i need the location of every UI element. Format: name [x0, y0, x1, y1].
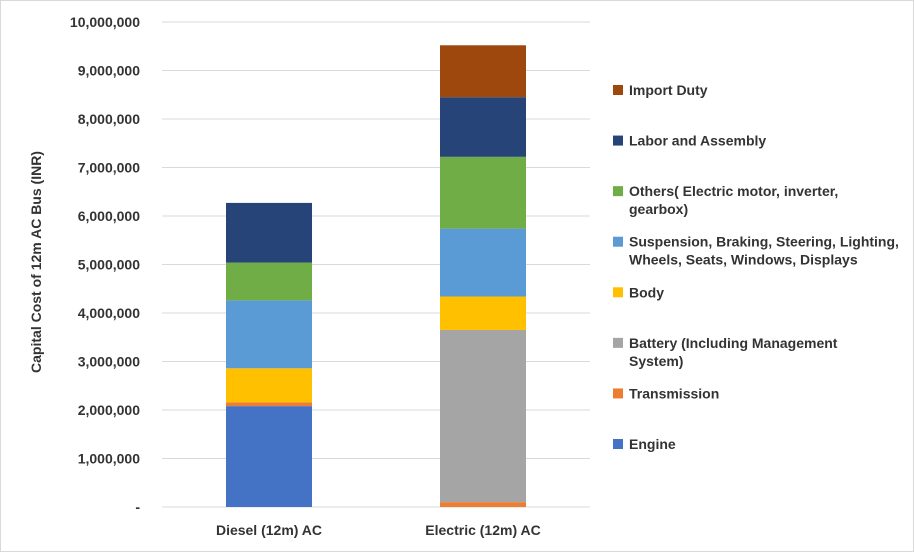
legend-entry: Labor and Assembly [629, 133, 766, 149]
y-tick-label: 10,000,000 [70, 14, 140, 30]
bar-segment [226, 368, 312, 403]
y-tick-label: 6,000,000 [78, 208, 140, 224]
legend-swatch [613, 135, 623, 146]
bar-segment [440, 97, 526, 157]
bar-segment [440, 296, 526, 330]
y-tick-label: 4,000,000 [78, 305, 140, 321]
legend-entry: Others( Electric motor, inverter, gearbox… [629, 183, 838, 217]
y-tick-label: 1,000,000 [78, 451, 140, 467]
bar-segment [226, 300, 312, 369]
bar-segment [226, 262, 312, 301]
y-tick-label: 7,000,000 [78, 160, 140, 176]
y-tick-label: 2,000,000 [78, 402, 140, 418]
legend-swatch [613, 337, 623, 348]
legend-entry: Import Duty [629, 82, 708, 98]
legend-swatch [613, 85, 623, 95]
y-tick-label: - [135, 499, 140, 515]
x-category-label: Electric (12m) AC [425, 522, 540, 538]
y-tick-label: 8,000,000 [78, 111, 140, 127]
legend-swatch [613, 186, 623, 197]
x-axis-categories: Diesel (12m) AC Electric (12m) AC [216, 522, 541, 538]
y-axis-label: Capital Cost of 12m AC Bus (INR) [28, 151, 44, 373]
x-category-label: Diesel (12m) AC [216, 522, 322, 538]
legend-entry: Battery (Including Management System) [629, 335, 838, 369]
bar-segment [440, 502, 526, 507]
bar-segment [226, 402, 312, 407]
bar-segment [440, 329, 526, 503]
y-axis-ticks: - 1,000,000 2,000,000 3,000,000 4,000,000 5,0… [70, 14, 140, 515]
legend-swatch [613, 388, 623, 399]
bar-segment [440, 228, 526, 297]
legend-entry: Suspension, Braking, Steering, Lighting,… [629, 234, 899, 268]
y-tick-label: 3,000,000 [78, 354, 140, 370]
bars [226, 45, 526, 507]
bar-segment [440, 45, 526, 98]
legend-swatch [613, 287, 623, 298]
legend-swatch [613, 236, 623, 247]
y-tick-label: 5,000,000 [78, 257, 140, 273]
legend-entry: Engine [629, 436, 676, 452]
legend-swatch [613, 439, 623, 449]
bar-segment [440, 156, 526, 229]
y-tick-label: 9,000,000 [78, 63, 140, 79]
legend: Import Duty Labor and Assembly Others( Ele… [613, 82, 899, 452]
bar-segment [226, 406, 312, 507]
bar-segment [226, 202, 312, 263]
legend-entry: Body [629, 284, 664, 300]
legend-entry: Transmission [629, 385, 719, 401]
